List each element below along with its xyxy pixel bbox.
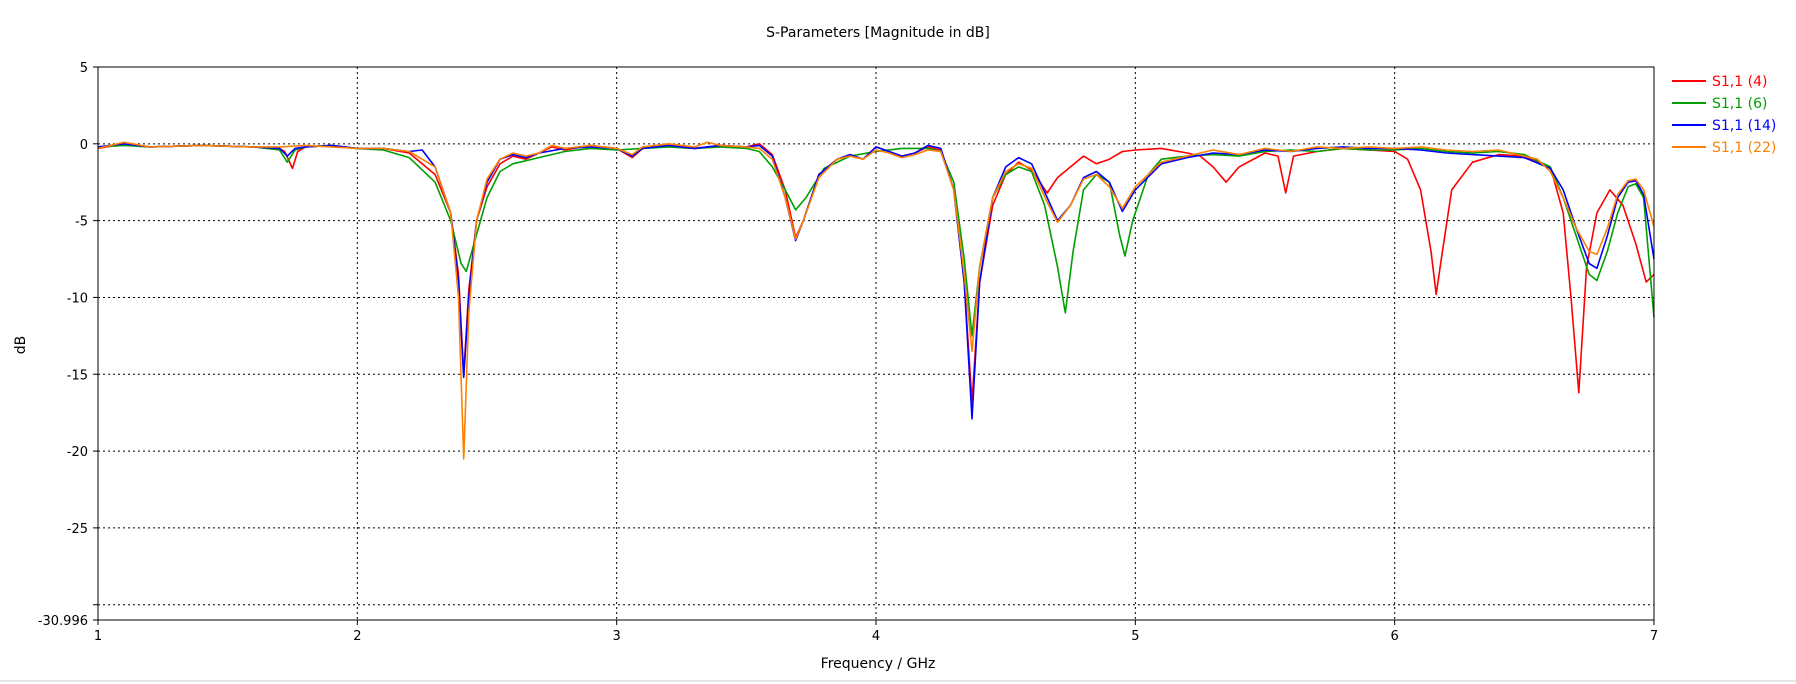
x-axis-ticks: 1 2 3 4 5 6 7: [94, 620, 1658, 644]
y-tick-label: -25: [67, 522, 88, 537]
series-line: [97, 141, 1655, 460]
y-tick-label: -30.996: [38, 614, 88, 629]
x-tick-label: 2: [353, 629, 361, 644]
legend-label: S1,1 (22): [1712, 140, 1776, 156]
chart-title: S-Parameters [Magnitude in dB]: [766, 25, 990, 41]
y-axis-ticks: 5 0 -5 -10 -15 -20 -25 -30.996: [38, 61, 98, 629]
x-tick-label: 7: [1650, 629, 1658, 644]
x-tick-label: 5: [1131, 629, 1139, 644]
x-tick-label: 1: [94, 629, 102, 644]
series-lines: [97, 141, 1655, 460]
x-axis-label: Frequency / GHz: [821, 656, 936, 672]
y-tick-label: 5: [80, 61, 88, 76]
y-tick-label: -20: [67, 445, 88, 460]
legend-label: S1,1 (4): [1712, 74, 1767, 90]
legend-label: S1,1 (6): [1712, 96, 1767, 112]
legend-item[interactable]: S1,1 (22): [1672, 140, 1776, 156]
y-tick-label: 0: [80, 138, 88, 153]
legend-item[interactable]: S1,1 (14): [1672, 118, 1776, 134]
grid-lines: [98, 67, 1654, 620]
y-tick-label: -10: [67, 291, 88, 306]
y-tick-label: -5: [75, 215, 88, 230]
x-tick-label: 6: [1391, 629, 1399, 644]
x-tick-label: 4: [872, 629, 880, 644]
x-tick-label: 3: [613, 629, 621, 644]
legend-item[interactable]: S1,1 (6): [1672, 96, 1767, 112]
legend-item[interactable]: S1,1 (4): [1672, 74, 1767, 90]
legend-label: S1,1 (14): [1712, 118, 1776, 134]
bottom-divider: [0, 680, 1796, 682]
legend[interactable]: S1,1 (4) S1,1 (6) S1,1 (14) S1,1 (22): [1672, 74, 1776, 156]
y-tick-label: -15: [67, 368, 88, 383]
y-axis-label: dB: [13, 336, 29, 355]
